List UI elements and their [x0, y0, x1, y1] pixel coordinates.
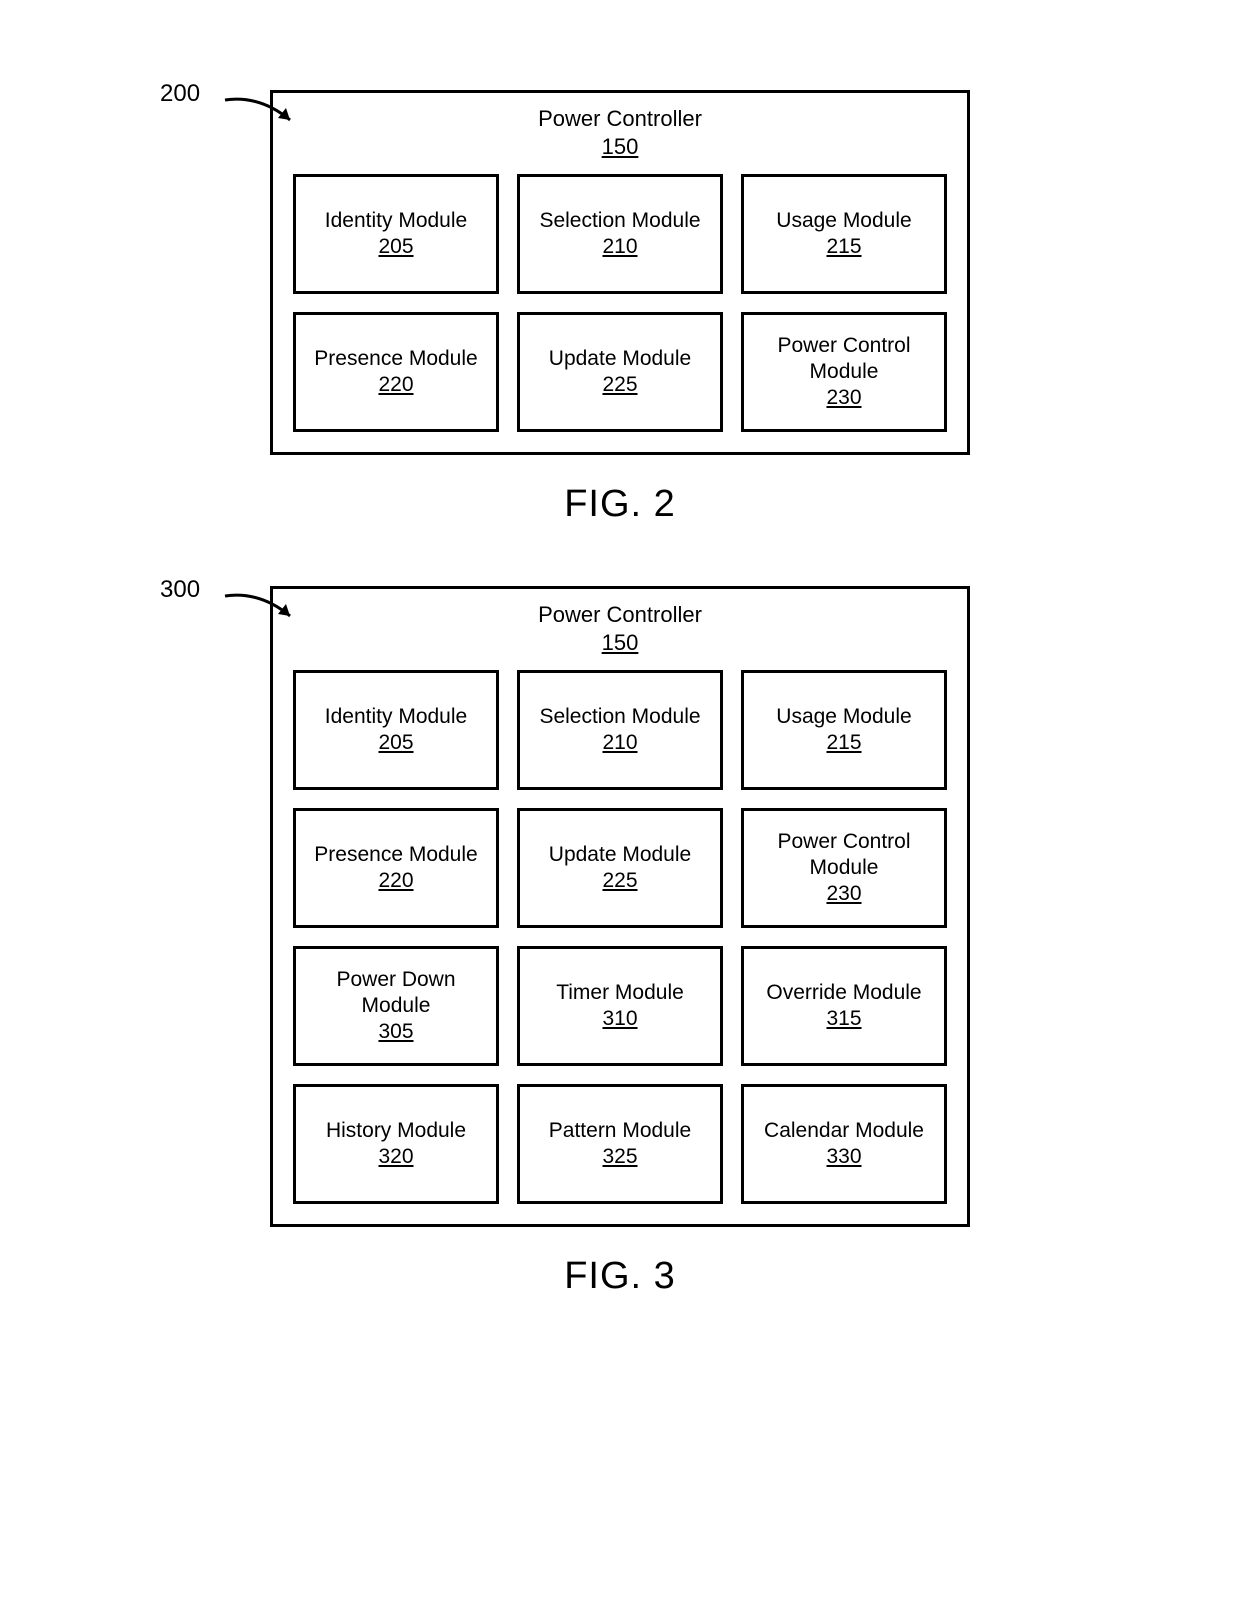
module-name: Power Control Module	[750, 333, 938, 386]
fig2-container: Power Controller 150 Identity Module 205…	[270, 90, 970, 455]
fig3-container-title: Power Controller	[538, 602, 702, 627]
module-name: Presence Module	[314, 842, 477, 868]
module-ref: 225	[602, 372, 637, 398]
module-box: Pattern Module 325	[517, 1084, 723, 1204]
module-ref: 325	[602, 1144, 637, 1170]
module-ref: 205	[378, 730, 413, 756]
module-ref: 230	[826, 385, 861, 411]
module-box: Presence Module 220	[293, 312, 499, 432]
module-ref: 220	[378, 372, 413, 398]
fig3-arrow-icon	[220, 586, 310, 631]
fig3-grid: Identity Module 205 Selection Module 210…	[293, 670, 947, 1204]
fig3-container-header: Power Controller 150	[293, 601, 947, 656]
module-name: Power Down Module	[302, 967, 490, 1020]
fig2-container-header: Power Controller 150	[293, 105, 947, 160]
module-ref: 210	[602, 234, 637, 260]
fig2-caption: FIG. 2	[40, 483, 1200, 526]
module-name: Update Module	[549, 346, 691, 372]
module-box: Update Module 225	[517, 808, 723, 928]
module-ref: 220	[378, 868, 413, 894]
module-box: Identity Module 205	[293, 670, 499, 790]
module-name: Selection Module	[539, 704, 700, 730]
module-box: Power Control Module 230	[741, 808, 947, 928]
fig2-grid: Identity Module 205 Selection Module 210…	[293, 174, 947, 432]
module-box: Usage Module 215	[741, 670, 947, 790]
module-box: Selection Module 210	[517, 174, 723, 294]
module-name: Usage Module	[776, 208, 911, 234]
fig3-container-ref: 150	[602, 630, 639, 655]
figure-3: 300 Power Controller 150 Identity Module…	[40, 586, 1200, 1298]
module-name: Calendar Module	[764, 1118, 924, 1144]
module-name: Identity Module	[325, 208, 467, 234]
module-ref: 215	[826, 234, 861, 260]
module-box: Presence Module 220	[293, 808, 499, 928]
fig3-caption: FIG. 3	[40, 1255, 1200, 1298]
page: 200 Power Controller 150 Identity Module…	[40, 90, 1200, 1298]
fig2-ref-label: 200	[160, 80, 200, 108]
module-name: Update Module	[549, 842, 691, 868]
module-name: Usage Module	[776, 704, 911, 730]
module-box: Power Control Module 230	[741, 312, 947, 432]
module-name: Pattern Module	[549, 1118, 691, 1144]
module-ref: 215	[826, 730, 861, 756]
module-box: Override Module 315	[741, 946, 947, 1066]
module-box: Identity Module 205	[293, 174, 499, 294]
module-ref: 210	[602, 730, 637, 756]
module-name: History Module	[326, 1118, 466, 1144]
module-ref: 205	[378, 234, 413, 260]
module-ref: 310	[602, 1006, 637, 1032]
fig3-container: Power Controller 150 Identity Module 205…	[270, 586, 970, 1227]
module-box: Usage Module 215	[741, 174, 947, 294]
module-box: Power Down Module 305	[293, 946, 499, 1066]
module-ref: 225	[602, 868, 637, 894]
module-box: Calendar Module 330	[741, 1084, 947, 1204]
fig2-container-title: Power Controller	[538, 106, 702, 131]
module-box: Timer Module 310	[517, 946, 723, 1066]
module-name: Identity Module	[325, 704, 467, 730]
module-name: Presence Module	[314, 346, 477, 372]
module-name: Timer Module	[556, 980, 684, 1006]
fig2-container-ref: 150	[602, 134, 639, 159]
module-ref: 230	[826, 881, 861, 907]
module-ref: 305	[378, 1019, 413, 1045]
figure-2: 200 Power Controller 150 Identity Module…	[40, 90, 1200, 526]
module-box: Update Module 225	[517, 312, 723, 432]
fig2-arrow-icon	[220, 90, 310, 135]
module-box: History Module 320	[293, 1084, 499, 1204]
module-name: Power Control Module	[750, 829, 938, 882]
module-ref: 320	[378, 1144, 413, 1170]
module-box: Selection Module 210	[517, 670, 723, 790]
module-ref: 315	[826, 1006, 861, 1032]
module-ref: 330	[826, 1144, 861, 1170]
module-name: Override Module	[766, 980, 921, 1006]
module-name: Selection Module	[539, 208, 700, 234]
fig3-ref-label: 300	[160, 576, 200, 604]
